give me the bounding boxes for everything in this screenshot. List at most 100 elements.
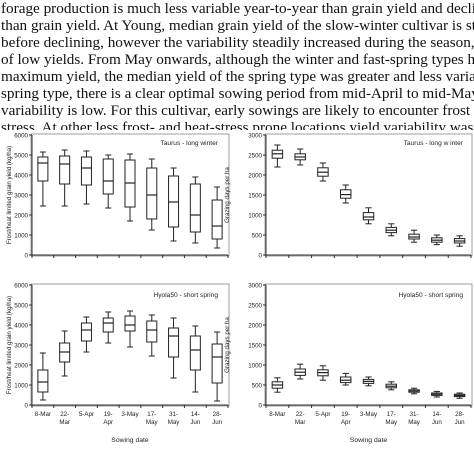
paragraph-line: maximum yield, the median yield of the s… <box>1 68 474 85</box>
y-tick-label: 1500 <box>248 193 262 200</box>
x-tick-label: 17- <box>147 411 156 418</box>
paragraph-line: stress. At other less frost- and heat-st… <box>1 119 474 130</box>
x-axis-label: Sowing date <box>111 437 149 444</box>
box-7 <box>431 234 443 246</box>
y-tick-label: 3000 <box>14 343 28 350</box>
box-0 <box>271 377 284 393</box>
x-tick-label: 8-Mar <box>269 411 285 418</box>
x-tick-label: Mar <box>295 419 306 426</box>
box-1 <box>294 363 306 380</box>
y-tick-label: 1000 <box>248 213 262 220</box>
x-tick-label: 19- <box>341 411 350 418</box>
paragraph-line: spring type, there is a clear optimal so… <box>1 85 474 102</box>
box-1 <box>59 149 71 207</box>
paragraph-line: of low yields. From May onwards, althoug… <box>1 51 474 68</box>
box-iqr <box>80 156 92 186</box>
box-3 <box>102 311 114 344</box>
chart-hyola-grain: 0 1000 2000 3000 4000 5000 6000 8-Mar 22-Mar 5-Ap… <box>6 283 230 444</box>
y-tick-label: 4000 <box>14 173 28 180</box>
x-tick-label: 5-Apr <box>315 411 330 418</box>
box-4 <box>124 153 136 222</box>
x-tick-label: 14- <box>191 411 200 418</box>
y-tick-label: 1000 <box>248 363 262 370</box>
chart-taurus-grazing: 0 500 1000 1500 2000 2500 3000 Taurus - long w … <box>224 133 473 260</box>
x-tick-label: Jun <box>455 419 466 426</box>
box-8 <box>211 186 223 249</box>
box-iqr <box>59 155 71 185</box>
x-tick-label: May <box>168 419 181 426</box>
paragraph-line: variability is low. For this cultivar, e… <box>1 102 474 119</box>
box-iqr <box>102 158 114 195</box>
box-2 <box>80 150 92 205</box>
box-8 <box>453 392 466 399</box>
y-axis-label: Frost/heat limited grain yield (kg/ha) <box>6 296 13 394</box>
x-tick-label: Jun <box>212 419 223 426</box>
box-iqr <box>80 322 92 342</box>
y-axis-label: Grazing days per ha <box>224 317 231 373</box>
box-0 <box>37 151 49 207</box>
y-tick-label: 0 <box>259 403 263 410</box>
y-tick-label: 2000 <box>14 213 28 220</box>
x-tick-label: 22- <box>296 411 305 418</box>
y-tick-label: 5000 <box>14 303 28 310</box>
y-tick-label: 3000 <box>248 283 262 290</box>
box-iqr <box>211 343 223 384</box>
box-0 <box>271 144 284 168</box>
box-0 <box>37 352 49 401</box>
box-iqr <box>362 212 375 221</box>
box-7 <box>189 325 201 393</box>
box-iqr <box>102 317 114 333</box>
x-tick-label: 22- <box>60 411 69 418</box>
box-5 <box>146 314 158 357</box>
chart-hyola-grazing: 0 500 1000 1500 2000 2500 3000 8-Mar 22-Mar 5-Apr… <box>224 283 473 444</box>
panel-title: Hyola50 - short spring <box>398 292 463 299</box>
paragraph-line: than grain yield. At Young, median grain… <box>1 17 474 34</box>
y-tick-label: 1000 <box>14 233 28 240</box>
y-tick-label: 500 <box>252 233 263 240</box>
paragraph-line: forage production is much less variable … <box>1 0 474 17</box>
box-iqr <box>189 183 201 233</box>
x-tick-label: Apr <box>103 419 113 426</box>
box-iqr <box>146 167 158 220</box>
x-tick-label: Jun <box>190 419 201 426</box>
plot-frame <box>264 283 473 407</box>
box-5 <box>385 381 398 391</box>
y-tick-label: 3000 <box>14 193 28 200</box>
box-7 <box>431 390 443 398</box>
paragraph-line: before declining, however the variabilit… <box>1 34 474 51</box>
y-tick-label: 1000 <box>14 383 28 390</box>
y-tick-label: 6000 <box>14 283 28 290</box>
box-2 <box>317 365 329 381</box>
x-tick-label: 5-Apr <box>79 411 94 418</box>
x-tick-label: 3-May <box>360 411 378 418</box>
box-3 <box>339 372 352 386</box>
box-iqr <box>37 369 49 393</box>
x-tick-label: Jun <box>432 419 443 426</box>
box-iqr <box>168 327 180 358</box>
x-tick-label: 31- <box>410 411 419 418</box>
box-iqr <box>189 335 201 371</box>
box-3 <box>102 154 114 209</box>
box-7 <box>189 176 201 244</box>
box-6 <box>168 167 180 242</box>
box-iqr <box>146 320 158 343</box>
y-axis-label: Frost/heat limited grain yield (kg/ha) <box>6 146 13 244</box>
box-3 <box>339 184 352 204</box>
y-tick-label: 1500 <box>248 343 262 350</box>
box-iqr <box>211 199 223 240</box>
y-tick-label: 6000 <box>14 133 28 140</box>
panel-title: Taurus - long w inter <box>404 140 464 147</box>
y-tick-label: 0 <box>25 253 29 260</box>
y-axis-label: Grazing days per ha <box>224 167 231 223</box>
y-tick-label: 500 <box>252 383 263 390</box>
x-tick-label: 28- <box>455 411 464 418</box>
x-tick-label: May <box>408 419 421 426</box>
box-2 <box>317 162 329 182</box>
paragraph-text: forage production is much less variable … <box>0 0 474 130</box>
x-tick-label: 14- <box>432 411 441 418</box>
box-iqr <box>37 156 49 182</box>
box-8 <box>211 331 223 402</box>
box-4 <box>362 207 375 225</box>
x-tick-label: 17- <box>387 411 396 418</box>
